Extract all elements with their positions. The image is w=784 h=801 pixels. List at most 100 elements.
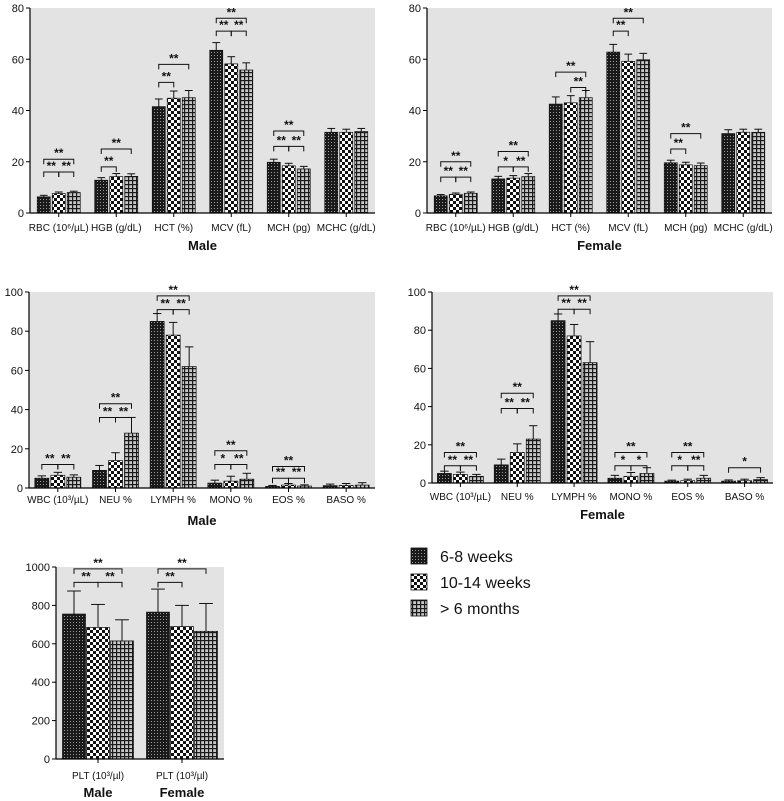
bar (721, 133, 736, 214)
y-tick-label: 60 (414, 363, 426, 375)
legend-label: 6-8 weeks (440, 549, 513, 566)
bar (493, 464, 509, 484)
bar (51, 193, 66, 214)
x-tick-label: HGB (g/dL) (488, 223, 539, 234)
bar (582, 362, 598, 484)
significance-label: ** (105, 569, 115, 583)
bar (469, 475, 484, 484)
bar (693, 165, 708, 214)
x-tick-label: NEU % (501, 492, 534, 503)
bar (566, 335, 582, 484)
y-tick-label: 80 (11, 326, 23, 338)
y-tick-label: 20 (409, 157, 421, 169)
significance-label: ** (234, 18, 244, 32)
category-title: Female (160, 785, 205, 800)
significance-label: ** (464, 453, 474, 467)
bar (94, 179, 109, 214)
significance-bracket (288, 145, 305, 152)
bar (751, 131, 766, 214)
y-tick-label: 20 (12, 157, 24, 169)
bar (36, 196, 51, 214)
bar (149, 321, 165, 489)
significance-label: ** (119, 404, 129, 418)
significance-label: ** (165, 569, 175, 583)
x-tick-label: HCT (%) (154, 223, 193, 234)
significance-label: * (503, 154, 508, 168)
x-tick-label: EOS % (272, 495, 305, 506)
bar (636, 59, 651, 214)
plot-background (427, 8, 772, 213)
significance-bracket (288, 477, 305, 484)
significance-bracket (156, 295, 190, 301)
panel-title: Female (580, 507, 625, 522)
bar (324, 131, 339, 214)
significance-label: ** (226, 438, 236, 452)
bar (207, 482, 223, 489)
y-tick-label: 40 (414, 402, 426, 414)
x-tick-label: RBC (10⁶/µL) (29, 223, 89, 234)
significance-label: ** (456, 439, 466, 453)
significance-bracket (230, 463, 248, 470)
panel-title: Female (577, 238, 622, 253)
significance-bracket (612, 30, 629, 37)
y-tick-label: 60 (409, 54, 421, 66)
x-tick-label: PLT (10³/µl) (72, 771, 124, 782)
bar (621, 60, 636, 214)
significance-label: ** (162, 69, 172, 83)
significance-label: ** (616, 18, 626, 32)
bar (50, 474, 66, 489)
x-tick-label: MCH (pg) (664, 223, 707, 234)
significance-bracket (73, 568, 123, 574)
bar (165, 334, 181, 489)
bar (607, 477, 623, 484)
bar (239, 478, 255, 489)
significance-label: ** (574, 74, 584, 88)
y-tick-label: 40 (11, 405, 23, 417)
bar (223, 480, 239, 489)
y-tick-label: 80 (12, 3, 24, 15)
significance-label: ** (112, 136, 122, 150)
y-tick-label: 80 (414, 325, 426, 337)
significance-label: ** (691, 453, 701, 467)
significance-bracket (272, 465, 305, 472)
significance-bracket (100, 148, 132, 154)
y-tick-label: 20 (11, 444, 23, 456)
significance-label: ** (93, 556, 103, 570)
significance-label: ** (176, 297, 186, 311)
significance-label: ** (509, 139, 519, 153)
panel-title: Male (188, 513, 217, 528)
bar (34, 477, 50, 489)
bar (151, 106, 166, 214)
bar (550, 320, 566, 484)
significance-label: ** (513, 380, 523, 394)
significance-bracket (687, 465, 705, 471)
bar (86, 627, 110, 760)
significance-label: * (677, 453, 682, 467)
legend-swatch (410, 599, 428, 617)
bar (108, 460, 123, 489)
x-tick-label: WBC (10³/µL) (430, 492, 491, 503)
bar (281, 165, 296, 214)
x-tick-label: BASO % (326, 495, 366, 506)
bar (696, 477, 712, 484)
x-tick-label: NEU % (99, 495, 132, 506)
bar (548, 103, 563, 214)
significance-label: ** (624, 5, 634, 19)
significance-label: ** (169, 51, 179, 65)
x-tick-label: MCV (fL) (608, 223, 648, 234)
significance-bracket (670, 148, 687, 154)
x-tick-label: MONO % (209, 495, 252, 506)
y-tick-label: 20 (414, 440, 426, 452)
significance-bracket (99, 403, 132, 409)
significance-label: ** (292, 133, 302, 147)
significance-label: ** (168, 283, 178, 297)
significance-bracket (157, 568, 207, 574)
x-tick-label: BASO % (725, 492, 765, 503)
significance-label: ** (505, 396, 515, 410)
x-tick-label: PLT (10³/µl) (156, 771, 208, 782)
bar (663, 162, 678, 214)
bar (736, 131, 751, 214)
significance-label: ** (566, 59, 576, 73)
significance-label: ** (277, 133, 287, 147)
